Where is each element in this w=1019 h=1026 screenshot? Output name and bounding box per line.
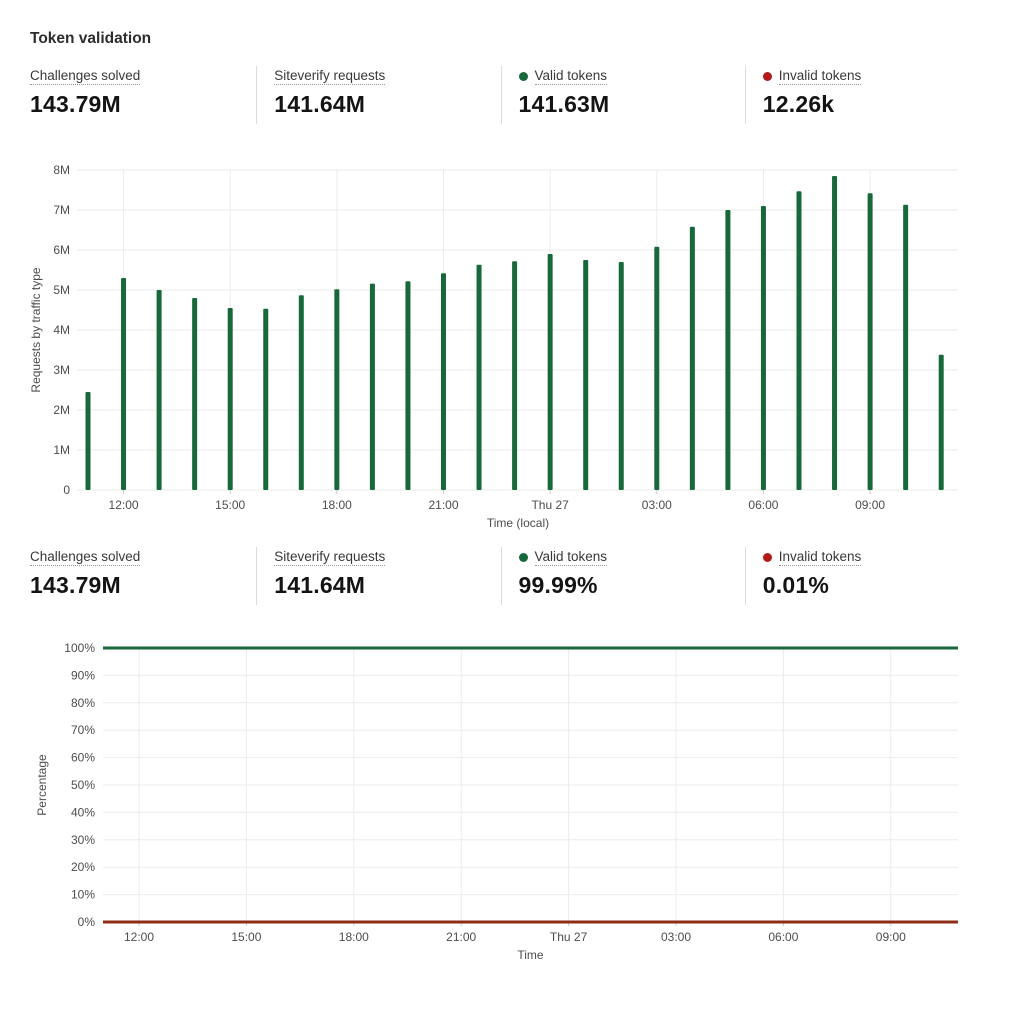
y-tick-label: 80% — [71, 696, 95, 710]
stat-label-valid-tokens-pct[interactable]: Valid tokens — [534, 549, 608, 566]
y-tick-label: 2M — [53, 403, 70, 417]
invalid-tokens-legend-dot-icon — [762, 72, 772, 81]
valid-tokens-legend-dot-icon — [518, 553, 528, 562]
bar-05:00[interactable] — [725, 210, 731, 490]
bar-12:00[interactable] — [121, 278, 127, 490]
y-tick-label: 60% — [71, 751, 95, 765]
x-tick-label: 15:00 — [215, 498, 245, 512]
y-axis-title: Percentage — [35, 754, 49, 816]
bar-20:00[interactable] — [405, 281, 411, 490]
bar-14:00[interactable] — [192, 298, 198, 490]
y-tick-label: 70% — [71, 723, 95, 737]
stat-valid-tokens-pct: Valid tokens 99.99% — [500, 547, 745, 605]
x-tick-label: 12:00 — [124, 930, 154, 944]
x-tick-label: 15:00 — [231, 930, 261, 944]
y-tick-label: 20% — [71, 860, 95, 874]
stat-label-siteverify-requests-2[interactable]: Siteverify requests — [274, 549, 386, 566]
stat-value-challenges-solved: 143.79M — [30, 91, 121, 117]
stat-value-invalid-tokens-pct: 0.01% — [762, 572, 829, 598]
y-tick-label: 30% — [71, 833, 95, 847]
x-axis-title: Time (local) — [487, 516, 549, 530]
stat-siteverify-requests: Siteverify requests 141.64M — [256, 66, 500, 124]
stat-value-challenges-solved-2: 143.79M — [30, 572, 121, 598]
bar-21:00[interactable] — [441, 273, 446, 490]
bar-06:00[interactable] — [760, 206, 766, 490]
page-title: Token validation — [30, 30, 152, 47]
x-tick-label: 21:00 — [428, 498, 458, 512]
stat-valid-tokens: Valid tokens 141.63M — [500, 66, 745, 124]
x-tick-label: 18:00 — [339, 930, 369, 944]
stat-value-siteverify-requests: 141.64M — [274, 91, 366, 117]
y-tick-label: 6M — [53, 243, 70, 257]
y-tick-label: 1M — [53, 443, 70, 457]
invalid-tokens-legend-dot-icon — [762, 553, 772, 562]
bar-04:00[interactable] — [689, 226, 695, 491]
x-tick-label: 06:00 — [748, 498, 778, 512]
bar-07:00[interactable] — [796, 191, 802, 490]
bar-10:00[interactable] — [903, 204, 909, 491]
stat-value-invalid-tokens: 12.26k — [762, 91, 835, 117]
y-tick-label: 100% — [64, 641, 95, 655]
x-tick-label: Thu 27 — [531, 498, 569, 512]
x-tick-label: 21:00 — [446, 930, 476, 944]
x-tick-label: 03:00 — [642, 498, 672, 512]
bar-03:00[interactable] — [654, 246, 660, 490]
bar-11:00[interactable] — [938, 354, 944, 490]
x-tick-label: 09:00 — [876, 930, 906, 944]
y-tick-label: 40% — [71, 805, 95, 819]
bar-22:00[interactable] — [476, 264, 482, 490]
y-tick-label: 90% — [71, 668, 95, 682]
valid-tokens-legend-dot-icon — [518, 72, 528, 81]
bar-Thu 27 00:00[interactable] — [547, 254, 553, 490]
bar-01:00[interactable] — [583, 260, 589, 490]
y-tick-label: 7M — [53, 203, 70, 217]
x-tick-label: 12:00 — [109, 498, 139, 512]
y-tick-label: 0 — [63, 483, 70, 497]
traffic-bar-chart[interactable]: 0 1M 2M 3M 4M 5M 6M 7M 8M 12:00 15:00 18:00 21:00 Thu… — [0, 152, 1019, 534]
y-tick-label: 5M — [53, 283, 70, 297]
percentage-line-chart[interactable]: 0% 10% 20% 30% 40% 50% 60% 70% 80% 90% 100% 12:00 15… — [0, 628, 1019, 976]
stat-invalid-tokens: Invalid tokens 12.26k — [744, 66, 989, 124]
y-tick-label: 8M — [53, 163, 70, 177]
bar-19:00[interactable] — [369, 283, 375, 490]
x-tick-label: 06:00 — [768, 930, 798, 944]
bar-15:00[interactable] — [227, 308, 233, 490]
stat-challenges-solved-2: Challenges solved 143.79M — [30, 547, 256, 605]
stat-label-valid-tokens[interactable]: Valid tokens — [534, 68, 608, 85]
y-tick-label: 3M — [53, 363, 70, 377]
x-tick-label: Thu 27 — [550, 930, 588, 944]
stat-label-challenges-solved-2[interactable]: Challenges solved — [30, 549, 141, 566]
stat-label-invalid-tokens[interactable]: Invalid tokens — [778, 68, 862, 85]
y-tick-label: 50% — [71, 778, 95, 792]
bar-02:00[interactable] — [618, 262, 624, 490]
stats-row-counts: Challenges solved 143.79M Siteverify req… — [30, 66, 989, 124]
bar-08:00[interactable] — [832, 176, 838, 490]
stats-row-percentages: Challenges solved 143.79M Siteverify req… — [30, 547, 989, 605]
stat-label-invalid-tokens-pct[interactable]: Invalid tokens — [778, 549, 862, 566]
x-tick-label: 03:00 — [661, 930, 691, 944]
bar-13:00[interactable] — [156, 290, 162, 490]
stat-challenges-solved: Challenges solved 143.79M — [30, 66, 256, 124]
bar-23:00[interactable] — [512, 261, 518, 490]
bar-18:00[interactable] — [334, 289, 340, 490]
bar-16:00[interactable] — [263, 308, 269, 490]
bar-17:00[interactable] — [298, 295, 304, 490]
y-tick-label: 4M — [53, 323, 70, 337]
y-tick-label: 0% — [78, 915, 96, 929]
bar-11:00[interactable] — [85, 392, 91, 490]
y-axis-title: Requests by traffic type — [29, 267, 43, 393]
bar-09:00[interactable] — [867, 193, 873, 490]
stat-invalid-tokens-pct: Invalid tokens 0.01% — [744, 547, 989, 605]
y-tick-label: 10% — [71, 888, 95, 902]
x-axis-title: Time — [517, 948, 544, 962]
stat-label-challenges-solved[interactable]: Challenges solved — [30, 68, 141, 85]
x-tick-label: 18:00 — [322, 498, 352, 512]
stat-value-valid-tokens: 141.63M — [518, 91, 610, 117]
stat-value-valid-tokens-pct: 99.99% — [518, 572, 598, 598]
x-tick-label: 09:00 — [855, 498, 885, 512]
stat-label-siteverify-requests[interactable]: Siteverify requests — [274, 68, 386, 85]
stat-siteverify-requests-2: Siteverify requests 141.64M — [256, 547, 500, 605]
stat-value-siteverify-requests-2: 141.64M — [274, 572, 366, 598]
